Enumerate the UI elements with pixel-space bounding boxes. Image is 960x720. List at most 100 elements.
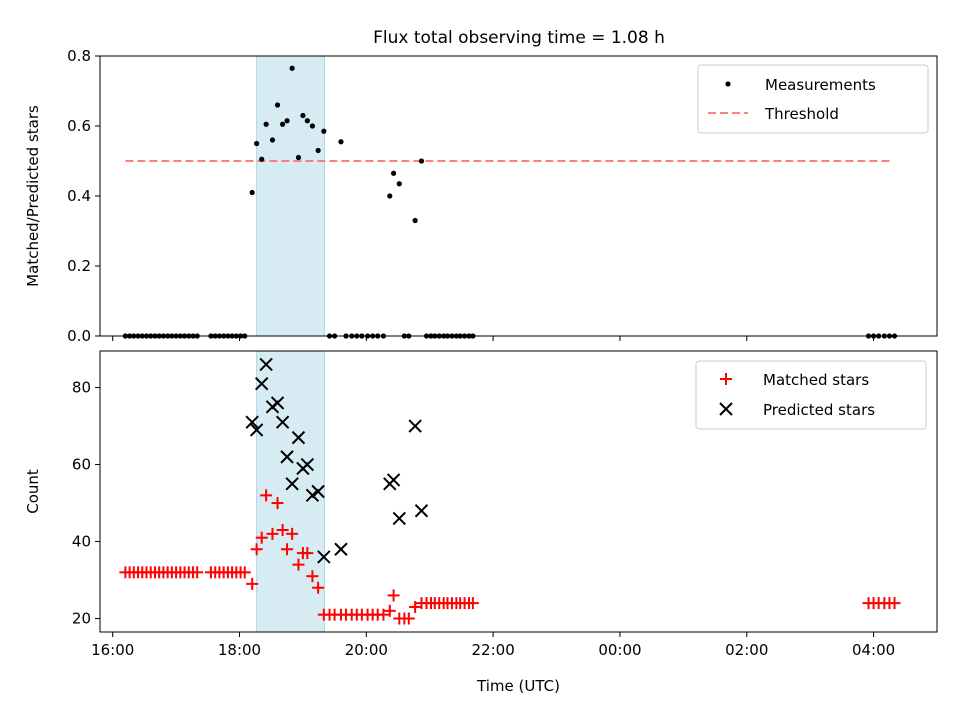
measurement-point xyxy=(280,121,286,127)
x-tick-label: 18:00 xyxy=(218,641,261,659)
measurement-point xyxy=(412,217,418,224)
predicted-star-point xyxy=(408,419,422,433)
predicted-star-point xyxy=(249,423,264,437)
predicted-star-point xyxy=(259,357,273,372)
x-tick-label: 00:00 xyxy=(598,641,641,659)
observing-span xyxy=(256,350,325,633)
measurement-point xyxy=(387,193,393,199)
matched-star-point xyxy=(306,570,319,583)
measurement-point xyxy=(284,118,290,124)
predicted-star-point xyxy=(254,377,269,391)
matched-star-point xyxy=(260,489,273,502)
matched-star-point xyxy=(409,600,422,613)
y-tick-label: 0.2 xyxy=(67,257,91,275)
legend-label-measurements: Measurements xyxy=(765,76,876,94)
ratio-x-ticks xyxy=(112,336,875,341)
matched-star-point xyxy=(466,597,479,610)
shaded-span xyxy=(256,350,325,633)
matched-star-point xyxy=(271,497,284,510)
count-x-axis: 16:00 18:00 20:00 22:00 00:00 02:00 04:00 xyxy=(91,632,895,659)
measurement-point xyxy=(263,121,269,127)
predicted-star-point xyxy=(280,450,294,464)
count-y-axis: 20 40 60 80 xyxy=(72,379,100,628)
measurement-point xyxy=(269,137,276,143)
matched-star-point xyxy=(266,527,279,540)
measurement-point xyxy=(300,112,306,119)
matched-star-point xyxy=(402,612,415,625)
y-tick-label: 0.8 xyxy=(67,47,91,65)
predicted-star-point xyxy=(270,396,285,410)
x-tick-label: 20:00 xyxy=(345,641,388,659)
measurement-point xyxy=(295,154,302,161)
x-tick-label: 16:00 xyxy=(91,641,134,659)
predicted-star-point xyxy=(317,550,331,564)
measurement-point xyxy=(289,65,295,71)
matched-star-point xyxy=(281,543,294,556)
measurement-point xyxy=(249,189,255,196)
predicted-star-points xyxy=(245,357,429,564)
y-tick-label: 0.0 xyxy=(67,327,91,345)
x-tick-label: 22:00 xyxy=(472,641,515,659)
measurement-point xyxy=(418,158,425,164)
predicted-star-point xyxy=(414,504,429,518)
matched-star-point xyxy=(383,604,396,617)
count-plot-frame xyxy=(99,350,938,633)
predicted-star-point xyxy=(275,415,290,429)
predicted-star-point xyxy=(285,477,299,491)
matched-star-point xyxy=(301,547,314,560)
matched-star-point xyxy=(387,589,400,602)
measurement-point xyxy=(309,123,316,129)
x-axis-label: Time (UTC) xyxy=(476,677,560,695)
matched-star-point xyxy=(246,577,259,590)
legend-label-matched: Matched stars xyxy=(763,371,869,389)
figure-title: Flux total observing time = 1.08 h xyxy=(373,28,665,48)
legend-label-predicted: Predicted stars xyxy=(763,401,875,419)
measurement-point xyxy=(390,170,397,176)
y-tick-label: 40 xyxy=(72,533,91,551)
measurement-point xyxy=(396,181,402,187)
ratio-y-axis: 0.0 0.2 0.4 0.6 0.8 xyxy=(67,47,100,345)
measurement-point xyxy=(321,128,327,134)
legend-label-threshold: Threshold xyxy=(764,105,839,123)
matched-star-point xyxy=(238,566,251,579)
matched-star-point xyxy=(292,558,305,571)
measurement-point xyxy=(338,139,344,145)
measurement-point xyxy=(274,102,281,108)
matched-star-point xyxy=(250,543,263,556)
shaded-span xyxy=(256,55,325,337)
ratio-panel: 0.00.20.40.60.8 Matched/Predicted stars … xyxy=(24,47,938,345)
count-legend-box xyxy=(695,360,927,430)
y-tick-label: 20 xyxy=(72,610,91,628)
x-tick-label: 04:00 xyxy=(852,641,895,659)
measurement-point xyxy=(259,156,265,162)
matched-star-point xyxy=(888,597,901,610)
legend-marker-measurements xyxy=(725,81,731,87)
observing-span xyxy=(256,55,325,337)
legend-marker-matched xyxy=(720,373,732,385)
y-tick-label: 60 xyxy=(72,456,91,474)
matched-star-point xyxy=(255,531,268,544)
predicted-star-point xyxy=(245,415,259,429)
y-tick-label: 0.6 xyxy=(67,117,91,135)
count-y-axis-label: Count xyxy=(24,469,42,514)
measurement-point xyxy=(315,147,321,154)
predicted-star-point xyxy=(300,457,315,472)
y-tick-label: 80 xyxy=(72,379,91,397)
predicted-star-point xyxy=(305,488,320,503)
matched-star-point xyxy=(191,566,204,579)
predicted-star-point xyxy=(291,430,306,445)
ratio-legend-box xyxy=(697,64,929,134)
ratio-y-axis-label: Matched/Predicted stars xyxy=(24,105,42,287)
predicted-star-point xyxy=(392,511,406,526)
matched-star-point xyxy=(276,523,289,536)
matched-star-point xyxy=(312,581,325,594)
x-tick-label: 02:00 xyxy=(725,641,768,659)
matched-star-point xyxy=(377,608,390,621)
ratio-legend: Measurements Threshold xyxy=(697,64,929,134)
predicted-star-point xyxy=(386,473,401,487)
measurement-point xyxy=(254,140,260,147)
matched-star-point xyxy=(286,527,299,540)
y-tick-label: 0.4 xyxy=(67,187,91,205)
count-panel: 20 40 60 80 16:00 18:00 20:00 22:00 00:00 02:00 0… xyxy=(24,350,938,695)
